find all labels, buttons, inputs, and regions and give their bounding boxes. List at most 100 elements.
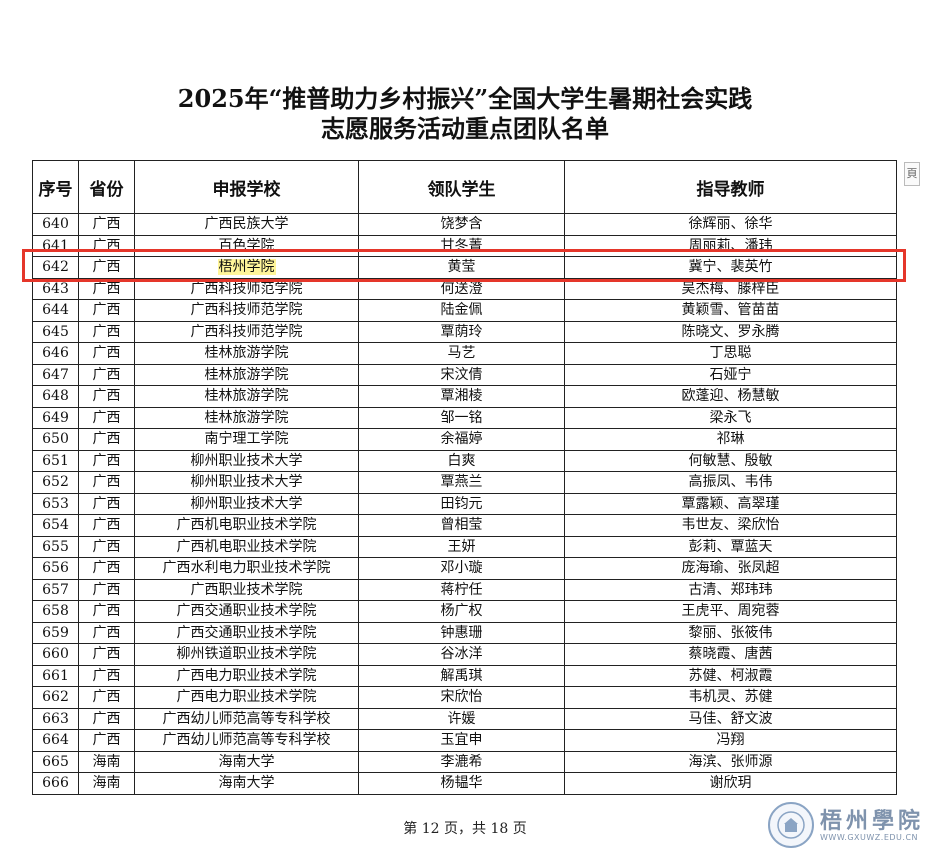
table-row: 649 广西 桂林旅游学院 邹一铭 梁永飞 bbox=[32, 406, 897, 429]
page-footer: 第 12 页，共 18 页 bbox=[403, 821, 527, 837]
cell-seq: 657 bbox=[32, 578, 79, 601]
table-row: 663 广西 广西幼儿师范高等专科学校 许媛 马佳、舒文波 bbox=[32, 707, 897, 730]
cell-school: 海南大学 bbox=[134, 750, 359, 773]
cell-leader: 许媛 bbox=[358, 707, 565, 730]
cell-school: 桂林旅游学院 bbox=[134, 385, 359, 408]
cell-leader: 邓小璇 bbox=[358, 557, 565, 580]
title-line-2: 志愿服务活动重点团队名单 bbox=[321, 114, 609, 143]
cell-teachers: 黄颖雪、管苗苗 bbox=[564, 299, 897, 322]
cell-province: 广西 bbox=[78, 428, 135, 451]
cell-teachers: 吴杰梅、滕梓臣 bbox=[564, 277, 897, 300]
cell-seq: 666 bbox=[32, 772, 79, 795]
cell-teachers: 韦机灵、苏健 bbox=[564, 686, 897, 709]
cell-teachers: 丁思聪 bbox=[564, 342, 897, 365]
cell-leader: 余福婷 bbox=[358, 428, 565, 451]
cell-school: 柳州职业技术大学 bbox=[134, 471, 359, 494]
cell-teachers: 古清、郑玮玮 bbox=[564, 578, 897, 601]
cell-teachers: 何敏慧、殷敏 bbox=[564, 449, 897, 472]
cell-school: 桂林旅游学院 bbox=[134, 363, 359, 386]
cell-province: 广西 bbox=[78, 600, 135, 623]
cell-teachers: 陈晓文、罗永腾 bbox=[564, 320, 897, 343]
cell-province: 广西 bbox=[78, 385, 135, 408]
table-row: 656 广西 广西水利电力职业技术学院 邓小璇 庞海瑜、张凤超 bbox=[32, 557, 897, 580]
cell-teachers: 蔡晓霞、唐茜 bbox=[564, 643, 897, 666]
table-row: 666 海南 海南大学 杨韫华 谢欣玥 bbox=[32, 772, 897, 795]
table-row: 640 广西 广西民族大学 饶梦含 徐辉丽、徐华 bbox=[32, 213, 897, 236]
cell-school: 柳州职业技术大学 bbox=[134, 449, 359, 472]
table-row: 655 广西 广西机电职业技术学院 王妍 彭莉、覃蓝天 bbox=[32, 535, 897, 558]
cell-teachers: 冀宁、裴英竹 bbox=[564, 256, 897, 279]
cell-seq: 652 bbox=[32, 471, 79, 494]
cell-seq: 640 bbox=[32, 213, 79, 236]
cell-province: 广西 bbox=[78, 256, 135, 279]
cell-leader: 杨韫华 bbox=[358, 772, 565, 795]
cell-school: 广西电力职业技术学院 bbox=[134, 686, 359, 709]
cell-leader: 覃荫玲 bbox=[358, 320, 565, 343]
cell-leader: 解禹琪 bbox=[358, 664, 565, 687]
team-list-table: 序号 省份 申报学校 领队学生 指导教师 640 广西 广西民族大学 饶梦含 徐辉丽、徐… bbox=[32, 160, 897, 795]
cell-teachers: 徐辉丽、徐华 bbox=[564, 213, 897, 236]
header-province: 省份 bbox=[78, 160, 135, 214]
table-header-row: 序号 省份 申报学校 领队学生 指导教师 bbox=[32, 160, 897, 214]
cell-teachers: 周丽莉、潘玮 bbox=[564, 234, 897, 257]
cell-province: 广西 bbox=[78, 514, 135, 537]
cell-seq: 650 bbox=[32, 428, 79, 451]
cell-seq: 662 bbox=[32, 686, 79, 709]
cell-leader: 曾相莹 bbox=[358, 514, 565, 537]
cell-seq: 661 bbox=[32, 664, 79, 687]
cell-leader: 覃燕兰 bbox=[358, 471, 565, 494]
university-seal-icon bbox=[768, 802, 814, 848]
table-row: 658 广西 广西交通职业技术学院 杨广权 王虎平、周宛蓉 bbox=[32, 600, 897, 623]
table-row: 650 广西 南宁理工学院 余福婷 祁琳 bbox=[32, 428, 897, 451]
page-side-tab[interactable]: 頁 bbox=[904, 162, 920, 186]
cell-leader: 饶梦含 bbox=[358, 213, 565, 236]
cell-teachers: 冯翔 bbox=[564, 729, 897, 752]
cell-school: 广西幼儿师范高等专科学校 bbox=[134, 729, 359, 752]
cell-school: 梧州学院 bbox=[134, 256, 359, 279]
cell-seq: 649 bbox=[32, 406, 79, 429]
cell-province: 广西 bbox=[78, 342, 135, 365]
cell-province: 广西 bbox=[78, 643, 135, 666]
table-row: 657 广西 广西职业技术学院 蒋柠任 古清、郑玮玮 bbox=[32, 578, 897, 601]
cell-province: 广西 bbox=[78, 320, 135, 343]
cell-teachers: 韦世友、梁欣怡 bbox=[564, 514, 897, 537]
cell-province: 广西 bbox=[78, 234, 135, 257]
header-teachers: 指导教师 bbox=[564, 160, 897, 214]
cell-leader: 宋欣怡 bbox=[358, 686, 565, 709]
cell-teachers: 祁琳 bbox=[564, 428, 897, 451]
cell-school: 广西科技师范学院 bbox=[134, 299, 359, 322]
table-row: 664 广西 广西幼儿师范高等专科学校 玉宜申 冯翔 bbox=[32, 729, 897, 752]
table-row: 654 广西 广西机电职业技术学院 曾相莹 韦世友、梁欣怡 bbox=[32, 514, 897, 537]
cell-province: 广西 bbox=[78, 729, 135, 752]
cell-leader: 玉宜申 bbox=[358, 729, 565, 752]
cell-school: 柳州铁道职业技术学院 bbox=[134, 643, 359, 666]
cell-teachers: 谢欣玥 bbox=[564, 772, 897, 795]
cell-school: 广西职业技术学院 bbox=[134, 578, 359, 601]
cell-leader: 覃湘棱 bbox=[358, 385, 565, 408]
cell-seq: 654 bbox=[32, 514, 79, 537]
cell-school: 桂林旅游学院 bbox=[134, 406, 359, 429]
cell-leader: 王妍 bbox=[358, 535, 565, 558]
watermark-name: 梧州學院 bbox=[820, 807, 925, 834]
cell-seq: 664 bbox=[32, 729, 79, 752]
cell-seq: 642 bbox=[32, 256, 79, 279]
cell-province: 广西 bbox=[78, 406, 135, 429]
table-row: 652 广西 柳州职业技术大学 覃燕兰 高振凤、韦伟 bbox=[32, 471, 897, 494]
table-row: 651 广西 柳州职业技术大学 白爽 何敏慧、殷敏 bbox=[32, 449, 897, 472]
cell-seq: 663 bbox=[32, 707, 79, 730]
cell-teachers: 高振凤、韦伟 bbox=[564, 471, 897, 494]
cell-seq: 665 bbox=[32, 750, 79, 773]
cell-leader: 蒋柠任 bbox=[358, 578, 565, 601]
cell-province: 广西 bbox=[78, 621, 135, 644]
cell-province: 广西 bbox=[78, 471, 135, 494]
cell-leader: 白爽 bbox=[358, 449, 565, 472]
cell-province: 广西 bbox=[78, 578, 135, 601]
cell-school: 广西幼儿师范高等专科学校 bbox=[134, 707, 359, 730]
cell-school: 海南大学 bbox=[134, 772, 359, 795]
cell-leader: 钟惠珊 bbox=[358, 621, 565, 644]
table-row: 662 广西 广西电力职业技术学院 宋欣怡 韦机灵、苏健 bbox=[32, 686, 897, 709]
cell-teachers: 梁永飞 bbox=[564, 406, 897, 429]
document-title: 2025年“推普助力乡村振兴”全国大学生暑期社会实践 志愿服务活动重点团队名单 bbox=[0, 84, 930, 144]
cell-teachers: 彭莉、覃蓝天 bbox=[564, 535, 897, 558]
cell-province: 广西 bbox=[78, 535, 135, 558]
